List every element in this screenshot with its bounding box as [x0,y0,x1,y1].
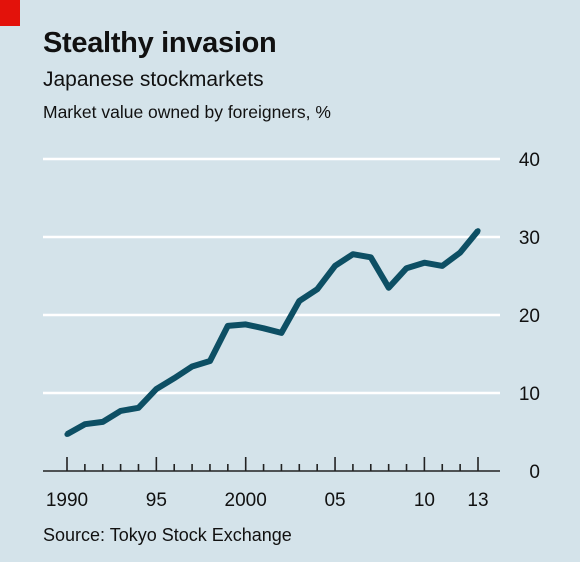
chart-subtitle: Japanese stockmarkets [43,68,264,91]
data-point-1999 [225,323,231,329]
data-point-1994 [135,405,142,411]
y-tick-label-0: 0 [529,462,540,483]
gridlines [43,157,500,395]
x-tick-label-2005: 05 [324,490,345,511]
y-tick-labels: 0 10 20 30 40 [519,150,540,483]
source-note: Source: Tokyo Stock Exchange [43,525,292,545]
x-tick-label-2010: 10 [414,490,435,511]
chart-title: Stealthy invasion [43,27,277,59]
y-tick-label-10: 10 [519,384,540,405]
data-point-2009 [403,265,410,271]
data-point-1997 [189,363,195,370]
data-point-2011 [439,263,445,269]
y-tick-label-20: 20 [519,306,540,327]
y-tick-label-30: 30 [519,228,540,249]
data-point-2000 [243,321,249,327]
data-point-2010 [421,260,427,266]
x-tick-label-2013: 13 [467,490,488,511]
data-point-2007 [368,254,374,260]
x-tick-label-1995: 95 [146,490,167,511]
brand-tag [0,0,20,26]
data-point-1998 [207,358,213,364]
data-point-2003 [296,298,302,304]
x-tick-label-2000: 2000 [225,490,267,511]
x-tick-labels: 1990 95 2000 05 10 13 [46,490,489,511]
data-point-1995 [153,386,159,392]
data-point-1992 [100,419,106,425]
y-tick-label-40: 40 [519,150,540,171]
data-point-2008 [386,285,392,291]
x-axis [43,457,500,472]
data-point-1996 [171,375,177,381]
x-tick-label-1990: 1990 [46,490,88,511]
data-point-2005 [332,263,338,269]
series-group [64,228,481,437]
data-point-1990 [64,431,70,437]
data-point-1991 [82,421,88,427]
data-point-2002 [278,330,285,336]
data-point-2001 [260,325,267,331]
data-point-2012 [457,250,463,256]
series-line-0 [65,228,481,437]
data-point-2013 [475,228,481,234]
data-point-1993 [118,408,124,414]
measure-label: Market value owned by foreigners, % [43,102,331,122]
data-point-2006 [350,251,356,257]
data-point-2004 [314,286,320,292]
